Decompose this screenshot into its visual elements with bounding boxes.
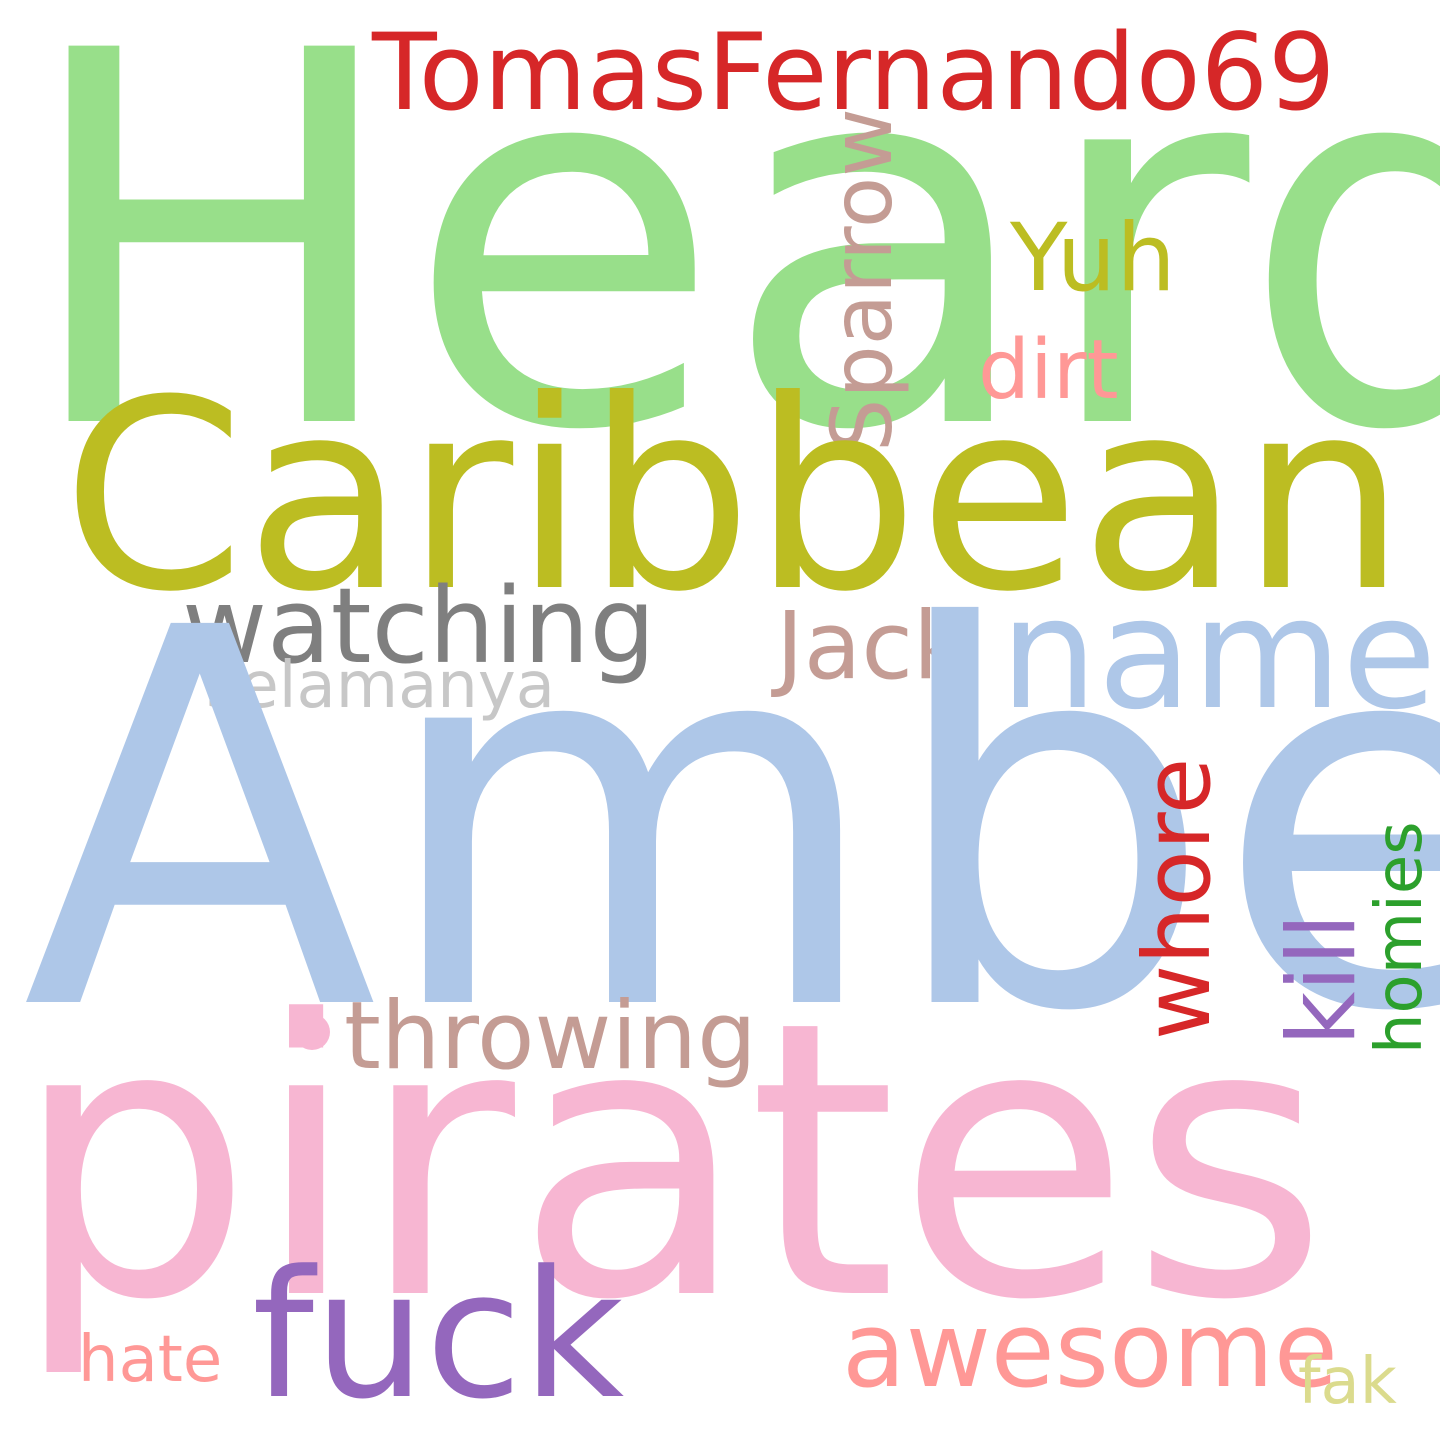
word-fak: fak	[1298, 1345, 1397, 1419]
word-caribbean: Caribbean	[62, 344, 1407, 649]
word-jack: Jack	[776, 592, 968, 701]
word-hate: hate	[78, 1323, 223, 1397]
word-pirates: pirates	[12, 940, 1329, 1383]
word-watching: watching	[182, 565, 656, 687]
word-homies: homies	[1363, 821, 1437, 1054]
word-dirt: dirt	[978, 323, 1119, 418]
word-awesome: awesome	[842, 1289, 1338, 1411]
word-throwing: throwing	[344, 982, 757, 1091]
dot-mark	[294, 1014, 330, 1050]
word-yuh: Yuh	[1010, 204, 1176, 313]
word-named: named	[1000, 565, 1440, 744]
word-tomasfernando69: TomasFernando69	[372, 11, 1336, 134]
word-heard: Heard	[18, 0, 1440, 543]
word-fuck: fuck	[252, 1233, 625, 1438]
word-selamanya: selamanya	[206, 649, 555, 723]
word-amber: Amber	[22, 519, 1440, 1125]
